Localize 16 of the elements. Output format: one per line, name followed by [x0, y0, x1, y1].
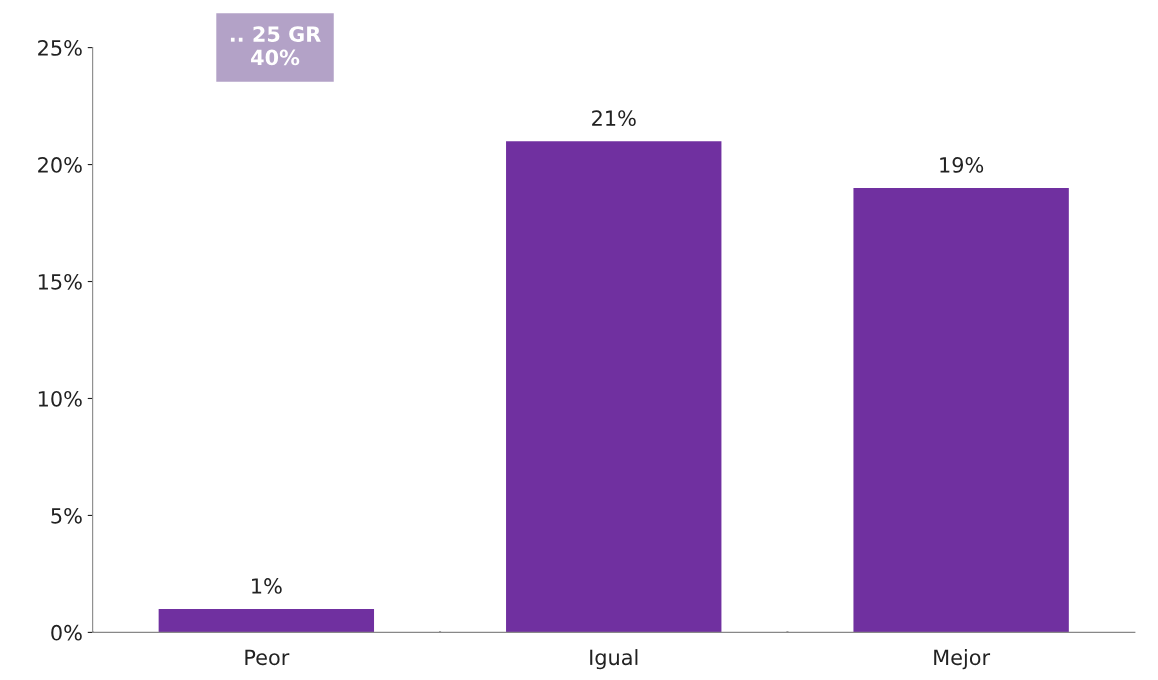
- data-label: 19%: [940, 157, 984, 173]
- y-tick-label: 10%: [38, 390, 82, 407]
- y-tick-label: 5%: [51, 507, 82, 524]
- bar: [158, 609, 375, 633]
- annotation: .. 25 GR 40%: [230, 26, 321, 66]
- data-label: 1%: [252, 578, 282, 594]
- y-tick-label: 25%: [38, 40, 82, 56]
- bar: [853, 187, 1069, 633]
- bar: [506, 141, 722, 633]
- x-tick-label: Peor: [245, 649, 290, 666]
- y-tick-label: 20%: [38, 157, 82, 173]
- y-tick-label: 0%: [51, 624, 82, 641]
- y-tick-label: 15%: [38, 273, 82, 290]
- x-tick-label: Igual: [590, 649, 638, 670]
- data-label: 21%: [592, 110, 636, 127]
- x-tick-label: Mejor: [934, 649, 991, 670]
